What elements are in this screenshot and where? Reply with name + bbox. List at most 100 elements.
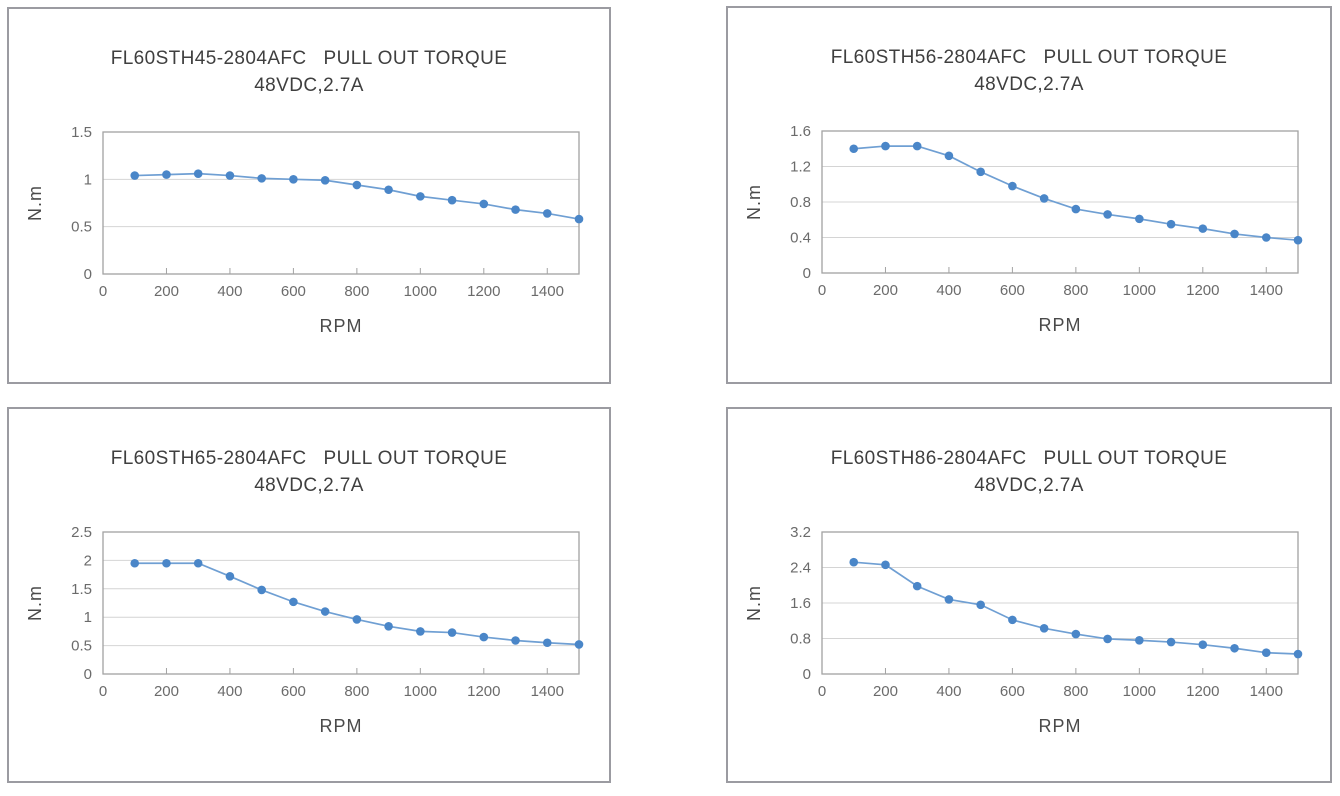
data-point-marker: [944, 595, 954, 604]
data-point-marker: [1071, 204, 1081, 214]
data-point-marker: [574, 640, 584, 649]
y-tick-label: 0.4: [790, 230, 811, 247]
chart-title: FL60STH86-2804AFC PULL OUT TORQUE: [830, 448, 1228, 469]
data-point-marker: [1198, 640, 1208, 650]
x-axis-label: RPM: [320, 316, 363, 336]
chart-subtitle: 48VDC,2.7A: [974, 74, 1084, 95]
y-tick-label: 0: [84, 266, 92, 283]
x-tick-label: 1000: [1123, 683, 1156, 700]
y-tick-label: 0.5: [71, 638, 92, 655]
data-point-marker: [162, 558, 171, 568]
data-point-marker: [416, 192, 425, 201]
data-point-marker: [225, 572, 235, 581]
y-tick-label: 0: [803, 265, 811, 282]
data-point-marker: [1198, 224, 1208, 233]
data-point-marker: [912, 581, 922, 591]
chart-title: FL60STH65-2804AFC PULL OUT TORQUE: [110, 448, 508, 469]
chart-title-block: FL60STH65-2804AFC PULL OUT TORQUE 48VDC,…: [9, 445, 609, 499]
plot-border: [102, 531, 580, 675]
y-tick-label: 1: [84, 609, 92, 626]
data-point-marker: [912, 141, 922, 151]
chart-title: FL60STH56-2804AFC PULL OUT TORQUE: [830, 47, 1228, 68]
data-point-marker: [162, 170, 171, 179]
data-point-marker: [1230, 643, 1239, 653]
data-point-marker: [384, 185, 393, 195]
x-tick-label: 600: [281, 683, 306, 700]
y-tick-label: 1.6: [790, 123, 811, 140]
data-point-marker: [257, 585, 266, 595]
x-tick-label: 800: [1063, 683, 1088, 700]
data-point-marker: [130, 171, 140, 180]
y-tick-label: 0.8: [790, 631, 811, 648]
data-point-marker: [1166, 219, 1176, 229]
data-point-marker: [289, 175, 298, 184]
data-point-marker: [1261, 648, 1271, 657]
chart-subtitle: 48VDC,2.7A: [974, 475, 1084, 496]
x-tick-label: 1400: [1250, 282, 1283, 299]
torque-curve-chart: 0 0.4 0.8 1.2 1.6 0 200 400 600 800 1000 1200 1400 N.…: [744, 123, 1303, 335]
data-point-marker: [384, 621, 393, 631]
y-axis-label: N.m: [744, 585, 764, 621]
y-tick-label: 2: [84, 552, 92, 569]
plot-border: [821, 531, 1299, 675]
data-point-marker: [1261, 233, 1271, 242]
x-tick-label: 400: [936, 282, 961, 299]
x-tick-label: 200: [154, 683, 179, 700]
data-point-marker: [193, 558, 203, 568]
y-tick-label: 2.5: [71, 524, 92, 541]
data-point-marker: [1103, 634, 1112, 644]
data-point-marker: [352, 615, 362, 624]
x-tick-label: 1400: [531, 283, 564, 300]
y-tick-label: 1.5: [71, 581, 92, 598]
data-point-marker: [1135, 635, 1144, 645]
x-tick-label: 0: [99, 283, 107, 300]
y-tick-label: 2.4: [790, 560, 811, 577]
y-tick-label: 3.2: [790, 524, 811, 541]
y-tick-label: 1.2: [790, 159, 811, 176]
x-tick-label: 1200: [1186, 282, 1219, 299]
y-axis-label: N.m: [25, 585, 45, 621]
data-point-marker: [416, 627, 425, 636]
x-tick-label: 1000: [404, 683, 437, 700]
x-tick-label: 800: [344, 683, 369, 700]
y-axis-label: N.m: [25, 185, 45, 221]
data-point-marker: [881, 141, 890, 151]
chart-title-block: FL60STH86-2804AFC PULL OUT TORQUE 48VDC,…: [728, 445, 1330, 499]
data-point-marker: [881, 560, 890, 570]
chart-title: FL60STH45-2804AFC PULL OUT TORQUE: [110, 48, 508, 69]
y-tick-label: 0: [803, 666, 811, 683]
y-tick-label: 1: [84, 171, 92, 188]
x-axis-label: RPM: [320, 716, 363, 736]
y-tick-label: 1.5: [71, 124, 92, 141]
chart-panel-fl60sth65: FL60STH65-2804AFC PULL OUT TORQUE 48VDC,…: [7, 407, 611, 783]
x-tick-label: 0: [99, 683, 107, 700]
y-tick-label: 0.5: [71, 219, 92, 236]
data-point-marker: [320, 175, 330, 185]
data-point-marker: [1103, 210, 1112, 219]
torque-line: [853, 145, 1299, 242]
x-tick-label: 600: [1000, 282, 1025, 299]
torque-curve-chart: 0 0.8 1.6 2.4 3.2 0 200 400 600 800 1000 1200 1400 N.…: [744, 524, 1303, 736]
x-tick-label: 1000: [404, 283, 437, 300]
x-tick-label: 1200: [467, 683, 500, 700]
data-point-marker: [193, 169, 203, 178]
chart-panel-fl60sth45: FL60STH45-2804AFC PULL OUT TORQUE 48VDC,…: [7, 7, 611, 384]
x-tick-label: 200: [873, 683, 898, 700]
data-point-marker: [849, 144, 859, 154]
y-tick-label: 0.8: [790, 194, 811, 211]
x-axis-label: RPM: [1039, 716, 1082, 736]
x-tick-label: 400: [217, 683, 242, 700]
data-point-marker: [1166, 637, 1176, 647]
y-axis-label: N.m: [744, 184, 764, 220]
data-point-marker: [542, 638, 552, 648]
data-point-marker: [479, 632, 489, 642]
data-point-marker: [574, 214, 584, 224]
x-axis-label: RPM: [1039, 315, 1082, 335]
x-tick-label: 1200: [467, 283, 500, 300]
chart-subtitle: 48VDC,2.7A: [254, 475, 364, 496]
data-point-marker: [257, 174, 266, 183]
y-tick-label: 0: [84, 666, 92, 683]
x-tick-label: 800: [1063, 282, 1088, 299]
data-point-marker: [1293, 649, 1303, 659]
